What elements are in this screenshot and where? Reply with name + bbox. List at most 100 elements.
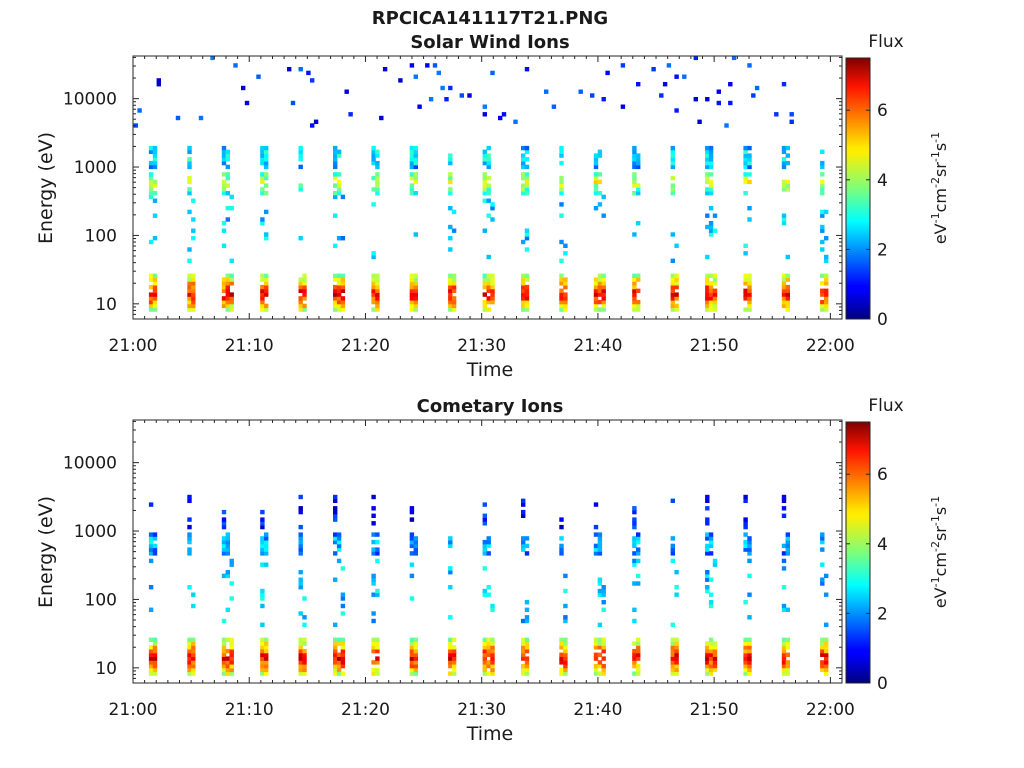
heatmap-cell: [413, 273, 418, 278]
heatmap-cell: [747, 641, 752, 646]
heatmap-cell: [747, 153, 752, 158]
heatmap-cell: [636, 637, 641, 642]
heatmap-cell: [298, 296, 303, 301]
heatmap-cell: [221, 637, 227, 642]
heatmap-cell: [490, 607, 495, 612]
heatmap-cell: [413, 149, 418, 154]
heatmap-cell: [490, 281, 495, 286]
heatmap-cell: [264, 281, 269, 286]
heatmap-cell: [298, 539, 303, 545]
heatmap-cell: [820, 303, 825, 309]
heatmap-cell: [559, 543, 564, 549]
heatmap-cell: [597, 581, 603, 586]
heatmap-cell: [708, 577, 714, 582]
heatmap-cell: [225, 551, 230, 556]
heatmap-cell: [187, 160, 192, 166]
heatmap-cell: [371, 551, 376, 556]
panel-cometary: Cometary Ions 21:00 21:10 21:20 21:30 21:40 2…: [35, 396, 950, 745]
heatmap-cell: [636, 153, 641, 158]
heatmap-cell: [490, 652, 495, 657]
heatmap-cell: [524, 67, 530, 72]
y-tick-label: 10: [95, 295, 117, 315]
heatmap-cell: [490, 292, 495, 297]
heatmap-cell: [712, 641, 718, 646]
heatmap-cell: [563, 292, 568, 297]
heatmap-cell: [824, 209, 829, 215]
heatmap-cell: [747, 179, 752, 185]
heatmap-cell: [601, 645, 606, 650]
heatmap-cell: [187, 179, 192, 185]
heatmap-cell: [187, 524, 192, 530]
heatmap-cell: [260, 172, 265, 177]
heatmap-cell: [260, 303, 265, 309]
heatmap-cell: [260, 517, 265, 522]
heatmap-cell: [693, 97, 698, 102]
heatmap-cell: [632, 517, 637, 522]
heatmap-cell: [225, 547, 230, 552]
heatmap-cell: [708, 667, 714, 673]
heatmap-cell: [229, 652, 234, 657]
heatmap-cell: [333, 671, 338, 676]
heatmap-cell: [747, 273, 752, 278]
heatmap-cell: [593, 179, 599, 185]
heatmap-cell: [191, 667, 196, 673]
heatmap-cell: [333, 175, 338, 181]
heatmap-cell: [597, 577, 603, 582]
heatmap-cell: [593, 303, 599, 309]
heatmap-cell: [708, 532, 714, 537]
heatmap-cell: [781, 160, 787, 166]
heatmap-cell: [632, 536, 637, 541]
heatmap-cell: [225, 277, 230, 282]
heatmap-cell: [705, 648, 710, 654]
heatmap-cell: [187, 641, 192, 646]
heatmap-cell: [597, 532, 603, 537]
heatmap-cell: [601, 656, 606, 661]
heatmap-cell: [448, 536, 453, 541]
heatmap-cell: [820, 160, 825, 166]
heatmap-cell: [148, 558, 154, 564]
heatmap-cell: [298, 164, 303, 170]
heatmap-cell: [152, 551, 158, 556]
heatmap-cell: [743, 494, 748, 500]
heatmap-cell: [187, 281, 192, 286]
heatmap-cell: [137, 108, 142, 113]
heatmap-cell: [486, 175, 491, 181]
heatmap-cell: [333, 622, 338, 627]
heatmap-cell: [521, 498, 526, 503]
heatmap-cell: [298, 303, 303, 309]
heatmap-cell: [670, 284, 675, 290]
figure-title: RPCICA141117T21.PNG: [372, 8, 608, 29]
x-tick-label: 21:00: [109, 700, 158, 720]
heatmap-cell: [482, 663, 487, 669]
heatmap-cell: [743, 671, 748, 676]
heatmap-cell: [636, 273, 641, 278]
heatmap-cell: [605, 70, 610, 76]
heatmap-cell: [716, 100, 721, 106]
heatmap-cell: [636, 299, 641, 305]
heatmap-cell: [225, 296, 230, 301]
heatmap-cell: [632, 506, 637, 511]
heatmap-cell: [559, 524, 564, 530]
heatmap-cell: [191, 645, 196, 650]
heatmap-cell: [781, 288, 787, 293]
heatmap-cell: [524, 277, 530, 282]
heatmap-cell: [682, 74, 687, 79]
heatmap-cell: [148, 671, 154, 676]
heatmap-cell: [260, 284, 265, 290]
heatmap-cell: [593, 191, 599, 196]
heatmap-cell: [781, 671, 787, 676]
heatmap-cell: [409, 671, 415, 676]
heatmap-cell: [229, 648, 234, 654]
heatmap-cell: [670, 145, 675, 151]
heatmap-cell: [264, 175, 269, 181]
heatmap-cell: [490, 663, 495, 669]
heatmap-cell: [670, 175, 675, 181]
heatmap-cell: [708, 671, 714, 676]
colorbar-tick-label: 6: [877, 465, 888, 485]
heatmap-cell: [743, 281, 748, 286]
heatmap-cell: [563, 656, 568, 661]
heatmap-cell: [705, 273, 710, 278]
heatmap-cell: [674, 663, 679, 669]
heatmap-cell: [636, 671, 641, 676]
